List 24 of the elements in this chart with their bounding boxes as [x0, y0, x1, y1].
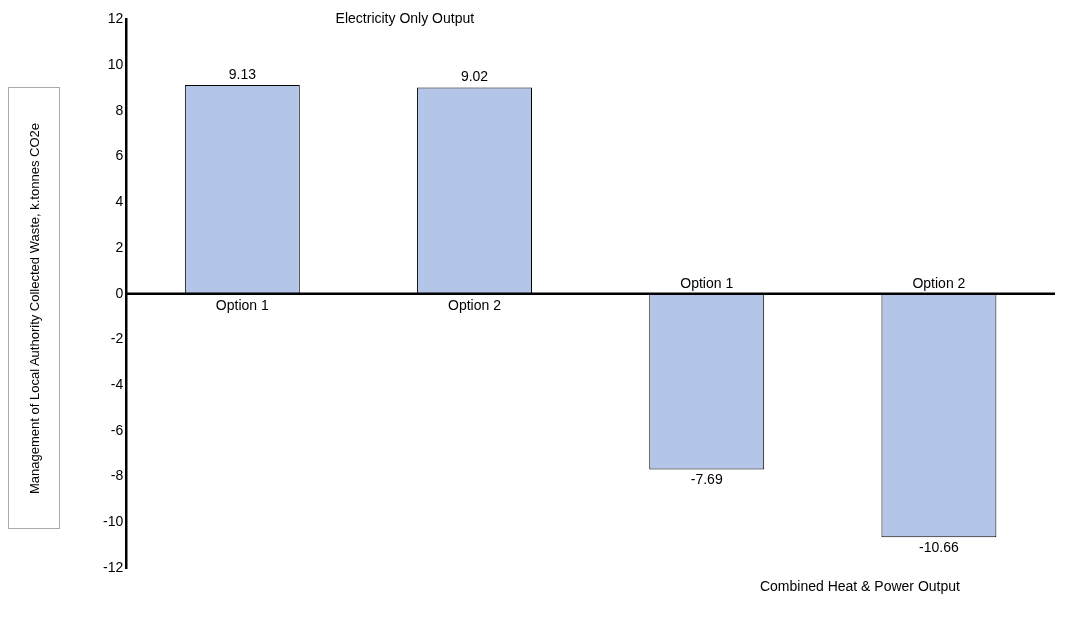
y-tick-label: 4	[115, 193, 124, 210]
y-tick-label: -6	[110, 421, 124, 438]
data-label: -10.66	[919, 539, 959, 556]
text: Combined Heat & Power Output	[759, 577, 961, 594]
x-tick-label: Option 1	[680, 274, 734, 291]
annotation: Electricity Only Output	[335, 10, 475, 27]
y-axis-title: Management of Local Authority Collected Waste, k.tonnes CO2e	[26, 122, 42, 494]
x-tick-label: Option 2	[448, 296, 502, 313]
y-tick-label: -4	[110, 375, 124, 392]
data-label: -7.69	[690, 471, 723, 488]
data-label: 9.02	[460, 68, 489, 85]
y-tick-label: 0	[115, 284, 124, 301]
y-tick-label: 8	[115, 101, 124, 118]
x-tick-label: Option 2	[912, 274, 966, 291]
y-tick-label: -10	[103, 513, 124, 530]
y-tick-label: 10	[107, 55, 124, 72]
y-tick-label: 2	[115, 238, 124, 255]
y-tick-label: -8	[110, 467, 124, 484]
y-tick-label: -2	[110, 330, 124, 347]
x-tick-label: Option 1	[215, 296, 269, 313]
y-tick-label: 12	[107, 10, 124, 27]
data-label: 9.13	[228, 65, 257, 82]
y-tick-label: -12	[103, 558, 124, 575]
y-tick-label: 6	[115, 147, 124, 164]
